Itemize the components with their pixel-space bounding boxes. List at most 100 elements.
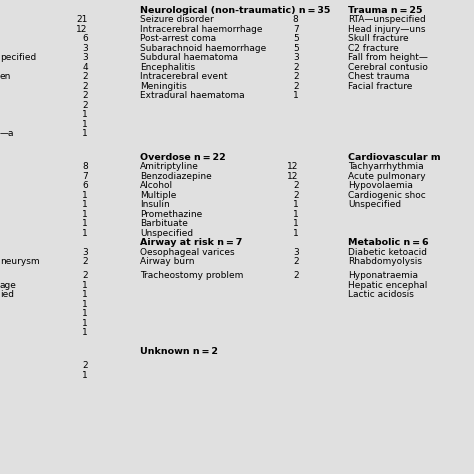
Text: 2: 2: [82, 73, 88, 81]
Text: Encephalitis: Encephalitis: [140, 63, 195, 72]
Text: 2: 2: [82, 82, 88, 91]
Text: Unspecified: Unspecified: [140, 229, 193, 237]
Text: Hyponatraemia: Hyponatraemia: [348, 272, 419, 280]
Text: Cardiogenic shoc: Cardiogenic shoc: [348, 191, 426, 200]
Text: Trauma n = 25: Trauma n = 25: [348, 6, 423, 15]
Text: Airway at risk n = 7: Airway at risk n = 7: [140, 238, 242, 247]
Text: Hypovolaemia: Hypovolaemia: [348, 182, 413, 190]
Text: Insulin: Insulin: [140, 201, 170, 209]
Text: 3: 3: [82, 248, 88, 256]
Text: —a: —a: [0, 129, 15, 138]
Text: Extradural haematoma: Extradural haematoma: [140, 91, 245, 100]
Text: 1: 1: [293, 229, 299, 237]
Text: 2: 2: [82, 272, 88, 280]
Text: neurysm: neurysm: [0, 257, 40, 266]
Text: age: age: [0, 281, 17, 290]
Text: 1: 1: [82, 291, 88, 299]
Text: Multiple: Multiple: [140, 191, 176, 200]
Text: Acute pulmonary: Acute pulmonary: [348, 172, 426, 181]
Text: Subdural haematoma: Subdural haematoma: [140, 54, 238, 62]
Text: en: en: [0, 73, 11, 81]
Text: Overdose n = 22: Overdose n = 22: [140, 153, 226, 162]
Text: 3: 3: [293, 54, 299, 62]
Text: Cerebral contusio: Cerebral contusio: [348, 63, 428, 72]
Text: 2: 2: [293, 63, 299, 72]
Text: Amitriptyline: Amitriptyline: [140, 163, 199, 171]
Text: Post-arrest coma: Post-arrest coma: [140, 35, 216, 43]
Text: C2 fracture: C2 fracture: [348, 44, 399, 53]
Text: Oesophageal varices: Oesophageal varices: [140, 248, 235, 256]
Text: Intracerebral haemorrhage: Intracerebral haemorrhage: [140, 25, 262, 34]
Text: 6: 6: [82, 35, 88, 43]
Text: Chest trauma: Chest trauma: [348, 73, 410, 81]
Text: 8: 8: [293, 16, 299, 24]
Text: Hepatic encephal: Hepatic encephal: [348, 281, 428, 290]
Text: 8: 8: [82, 163, 88, 171]
Text: pecified: pecified: [0, 54, 36, 62]
Text: Cardiovascular m: Cardiovascular m: [348, 153, 441, 162]
Text: 2: 2: [293, 191, 299, 200]
Text: 3: 3: [293, 248, 299, 256]
Text: Unspecified: Unspecified: [348, 201, 401, 209]
Text: 3: 3: [82, 44, 88, 53]
Text: 1: 1: [82, 300, 88, 309]
Text: 7: 7: [293, 25, 299, 34]
Text: 2: 2: [293, 182, 299, 190]
Text: 1: 1: [82, 129, 88, 138]
Text: 1: 1: [82, 281, 88, 290]
Text: 2: 2: [293, 73, 299, 81]
Text: 2: 2: [82, 101, 88, 109]
Text: 7: 7: [82, 172, 88, 181]
Text: 1: 1: [82, 319, 88, 328]
Text: Meningitis: Meningitis: [140, 82, 187, 91]
Text: Benzodiazepine: Benzodiazepine: [140, 172, 211, 181]
Text: 1: 1: [82, 120, 88, 128]
Text: 1: 1: [82, 219, 88, 228]
Text: 6: 6: [82, 182, 88, 190]
Text: 1: 1: [82, 210, 88, 219]
Text: 5: 5: [293, 44, 299, 53]
Text: 21: 21: [76, 16, 88, 24]
Text: Seizure disorder: Seizure disorder: [140, 16, 214, 24]
Text: 1: 1: [293, 91, 299, 100]
Text: Head injury—uns: Head injury—uns: [348, 25, 426, 34]
Text: Fall from height—: Fall from height—: [348, 54, 428, 62]
Text: 1: 1: [82, 110, 88, 119]
Text: 5: 5: [293, 35, 299, 43]
Text: 1: 1: [82, 310, 88, 318]
Text: Skull fracture: Skull fracture: [348, 35, 409, 43]
Text: Lactic acidosis: Lactic acidosis: [348, 291, 414, 299]
Text: Facial fracture: Facial fracture: [348, 82, 413, 91]
Text: 12: 12: [76, 25, 88, 34]
Text: 2: 2: [82, 91, 88, 100]
Text: Airway burn: Airway burn: [140, 257, 194, 266]
Text: Barbituate: Barbituate: [140, 219, 188, 228]
Text: 2: 2: [82, 362, 88, 370]
Text: 1: 1: [293, 219, 299, 228]
Text: Diabetic ketoacid: Diabetic ketoacid: [348, 248, 428, 256]
Text: 2: 2: [293, 82, 299, 91]
Text: Alcohol: Alcohol: [140, 182, 173, 190]
Text: 1: 1: [82, 191, 88, 200]
Text: Unknown n = 2: Unknown n = 2: [140, 347, 218, 356]
Text: Intracerebral event: Intracerebral event: [140, 73, 228, 81]
Text: 1: 1: [82, 328, 88, 337]
Text: 4: 4: [82, 63, 88, 72]
Text: 1: 1: [293, 210, 299, 219]
Text: Promethazine: Promethazine: [140, 210, 202, 219]
Text: 2: 2: [82, 257, 88, 266]
Text: RTA—unspecified: RTA—unspecified: [348, 16, 426, 24]
Text: 2: 2: [293, 272, 299, 280]
Text: 12: 12: [287, 163, 299, 171]
Text: Subarachnoid haemorrhage: Subarachnoid haemorrhage: [140, 44, 266, 53]
Text: 3: 3: [82, 54, 88, 62]
Text: Metabolic n = 6: Metabolic n = 6: [348, 238, 429, 247]
Text: Rhabdomyolysis: Rhabdomyolysis: [348, 257, 422, 266]
Text: 2: 2: [293, 257, 299, 266]
Text: 1: 1: [82, 201, 88, 209]
Text: 12: 12: [287, 172, 299, 181]
Text: 1: 1: [293, 201, 299, 209]
Text: ied: ied: [0, 291, 14, 299]
Text: Tracheostomy problem: Tracheostomy problem: [140, 272, 243, 280]
Text: 1: 1: [82, 229, 88, 237]
